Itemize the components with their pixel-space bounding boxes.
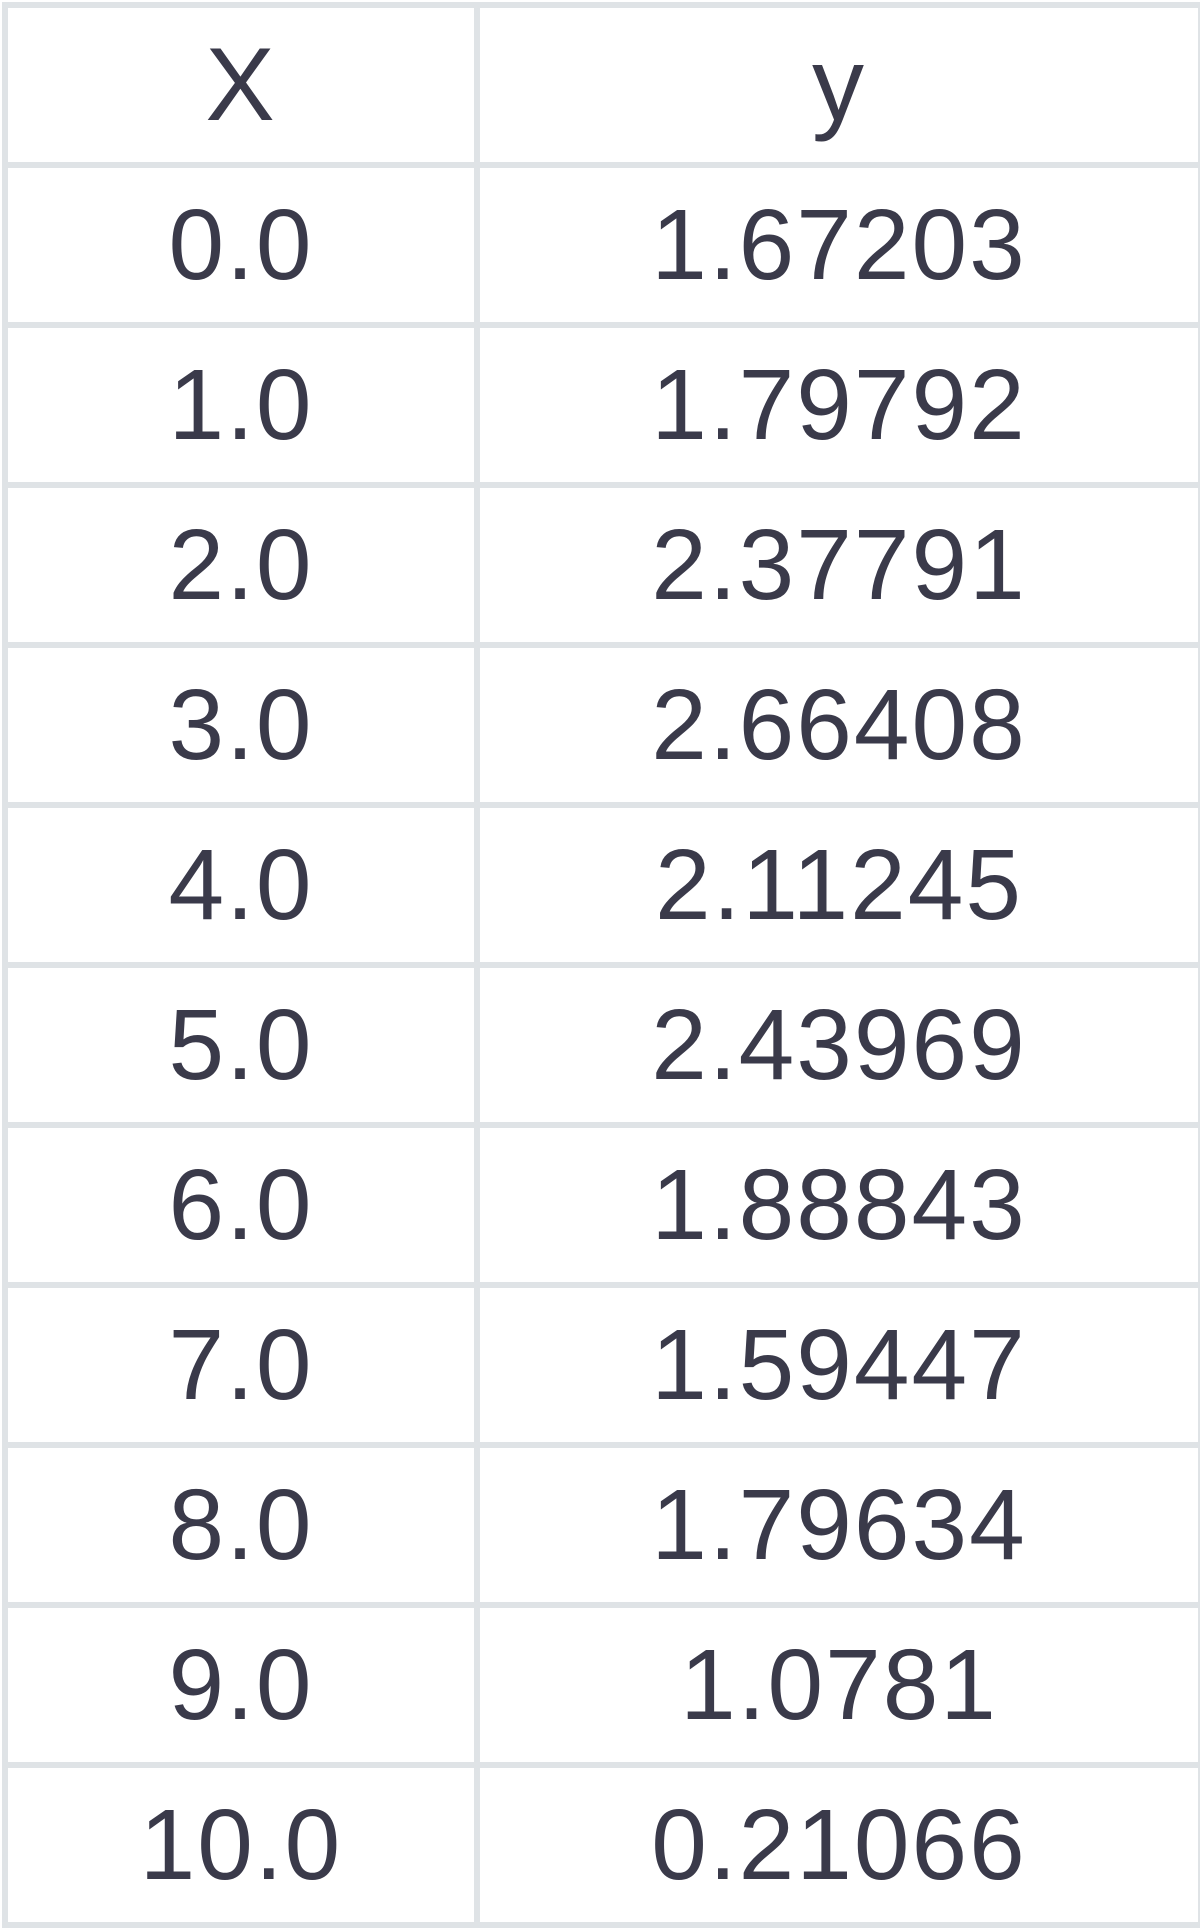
- table-row: 6.0 1.88843: [2, 1122, 1200, 1288]
- header-row: X y: [2, 2, 1200, 168]
- table-row: 7.0 1.59447: [2, 1282, 1200, 1448]
- table-row: 8.0 1.79634: [2, 1442, 1200, 1608]
- cell-x: 5.0: [2, 962, 480, 1128]
- cell-y: 1.0781: [474, 1602, 1200, 1768]
- table-row: 10.0 0.21066: [2, 1762, 1200, 1928]
- cell-x: 1.0: [2, 322, 480, 488]
- cell-y: 0.21066: [474, 1762, 1200, 1928]
- table-body: 0.0 1.67203 1.0 1.79792 2.0 2.37791 3.0 2.66408…: [2, 162, 1200, 1928]
- table-row: 3.0 2.66408: [2, 642, 1200, 808]
- table-header: X y: [2, 2, 1200, 168]
- table-row: 4.0 2.11245: [2, 802, 1200, 968]
- cell-x: 3.0: [2, 642, 480, 808]
- table-row: 2.0 2.37791: [2, 482, 1200, 648]
- cell-x: 2.0: [2, 482, 480, 648]
- cell-y: 2.37791: [474, 482, 1200, 648]
- column-header-x: X: [2, 2, 480, 168]
- cell-x: 7.0: [2, 1282, 480, 1448]
- cell-y: 1.59447: [474, 1282, 1200, 1448]
- cell-x: 8.0: [2, 1442, 480, 1608]
- cell-y: 1.67203: [474, 162, 1200, 328]
- cell-y: 1.79634: [474, 1442, 1200, 1608]
- cell-x: 9.0: [2, 1602, 480, 1768]
- table-row: 5.0 2.43969: [2, 962, 1200, 1128]
- table-row: 1.0 1.79792: [2, 322, 1200, 488]
- cell-x: 6.0: [2, 1122, 480, 1288]
- cell-x: 0.0: [2, 162, 480, 328]
- cell-x: 4.0: [2, 802, 480, 968]
- cell-y: 2.11245: [474, 802, 1200, 968]
- cell-x: 10.0: [2, 1762, 480, 1928]
- table-row: 9.0 1.0781: [2, 1602, 1200, 1768]
- cell-y: 2.43969: [474, 962, 1200, 1128]
- table-row: 0.0 1.67203: [2, 162, 1200, 328]
- cell-y: 1.79792: [474, 322, 1200, 488]
- cell-y: 1.88843: [474, 1122, 1200, 1288]
- column-header-y: y: [474, 2, 1200, 168]
- cell-y: 2.66408: [474, 642, 1200, 808]
